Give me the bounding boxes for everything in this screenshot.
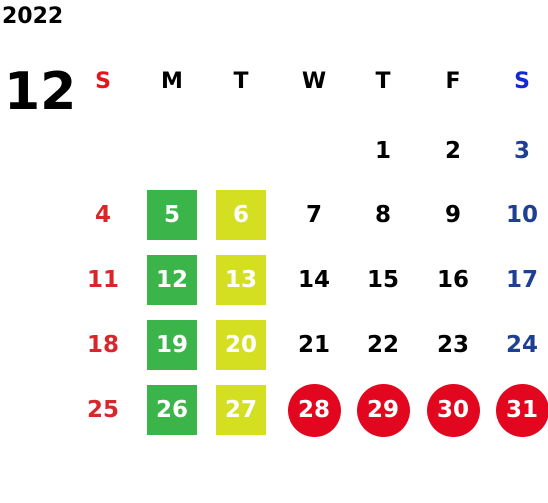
day: 21 xyxy=(297,332,330,358)
day: 25 xyxy=(86,397,119,423)
day-square: 26 xyxy=(147,385,197,435)
day-circle: 31 xyxy=(495,383,548,437)
day: 23 xyxy=(436,332,469,358)
day-square: 13 xyxy=(216,255,266,305)
day-square: 5 xyxy=(147,190,197,240)
day: 7 xyxy=(305,202,322,228)
day-circle: 29 xyxy=(356,383,410,437)
day: 3 xyxy=(513,138,530,164)
day: 24 xyxy=(505,332,538,358)
day: 18 xyxy=(86,332,119,358)
weekday-label: S xyxy=(514,68,530,94)
day: 10 xyxy=(505,202,538,228)
day: 8 xyxy=(374,202,391,228)
day: 9 xyxy=(444,202,461,228)
day: 22 xyxy=(366,332,399,358)
weekday-label: S xyxy=(95,68,111,94)
day: 16 xyxy=(436,267,469,293)
day: 17 xyxy=(505,267,538,293)
day-square: 12 xyxy=(147,255,197,305)
day-circle: 30 xyxy=(426,383,480,437)
day: 14 xyxy=(297,267,330,293)
day: 15 xyxy=(366,267,399,293)
day-square: 27 xyxy=(216,385,266,435)
day-square: 6 xyxy=(216,190,266,240)
day: 11 xyxy=(86,267,119,293)
month: 12 xyxy=(4,62,77,122)
day: 1 xyxy=(374,138,391,164)
weekday-label: M xyxy=(161,68,183,94)
weekday-label: T xyxy=(233,68,249,94)
weekday-label: F xyxy=(445,68,461,94)
day-square: 19 xyxy=(147,320,197,370)
weekday-label: W xyxy=(301,68,327,94)
weekday-label: T xyxy=(375,68,391,94)
year: 2022 xyxy=(2,4,64,29)
day-square: 20 xyxy=(216,320,266,370)
day: 4 xyxy=(94,202,111,228)
day: 2 xyxy=(444,138,461,164)
day-circle: 28 xyxy=(287,383,341,437)
